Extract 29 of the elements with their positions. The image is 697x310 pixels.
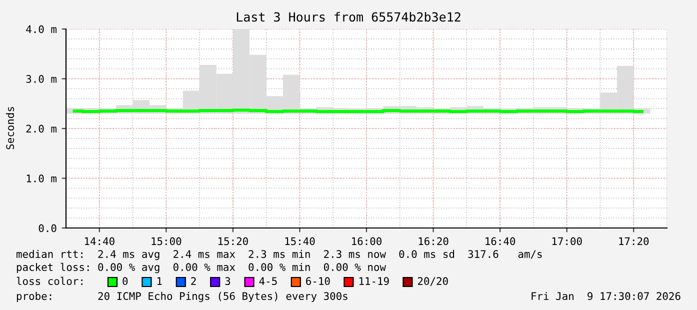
- y-tick-label: 1.0 m: [26, 174, 56, 182]
- x-tick-label: 15:40: [285, 237, 315, 246]
- x-tick-label: 16:40: [486, 237, 516, 246]
- legend-label: 6-10: [306, 277, 330, 286]
- x-tick-label: 15:00: [152, 237, 182, 246]
- text: Fri Jan 9 17:30:07 2026: [532, 292, 680, 300]
- legend-title: loss color:: [16, 276, 82, 286]
- chart-title: Last 3 Hours from 65574b2b3e12: [236, 12, 460, 22]
- legend-label: 3: [225, 277, 230, 286]
- x-tick-label: 17:00: [552, 237, 582, 246]
- y-tick-label: 2.0 m: [26, 124, 56, 133]
- y-tick-label: 0.0: [38, 224, 56, 232]
- x-tick-label: 14:40: [84, 237, 114, 246]
- legend-label: 11-19: [359, 277, 389, 286]
- text: median rtt: 2.4 ms avg 2.4 ms max 2.3 ms min 2.3 ms now 0.0 ms sd 317.6 am/s: [16, 250, 542, 260]
- legend-label: 1: [157, 277, 162, 285]
- legend-label: 20/20: [418, 277, 448, 286]
- text: probe: 20 ICMP Echo Pings (56 Bytes) every 300s: [16, 292, 348, 302]
- text: packet loss: 0.00 % avg 0.00 % max 0.00 % min 0.00 % now: [16, 262, 386, 274]
- legend-label: 0: [122, 277, 128, 286]
- y-tick-label: 4.0 m: [26, 25, 56, 34]
- legend-label: 4-5: [259, 277, 277, 286]
- y-tick-label: 3.0 m: [26, 75, 56, 83]
- y-axis-title: Seconds: [6, 107, 14, 150]
- legend-label: 2: [191, 277, 196, 285]
- x-tick-label: 16:00: [352, 237, 382, 246]
- x-tick-label: 17:20: [619, 237, 649, 246]
- x-tick-label: 16:20: [418, 237, 448, 246]
- x-tick-label: 15:20: [218, 237, 248, 246]
